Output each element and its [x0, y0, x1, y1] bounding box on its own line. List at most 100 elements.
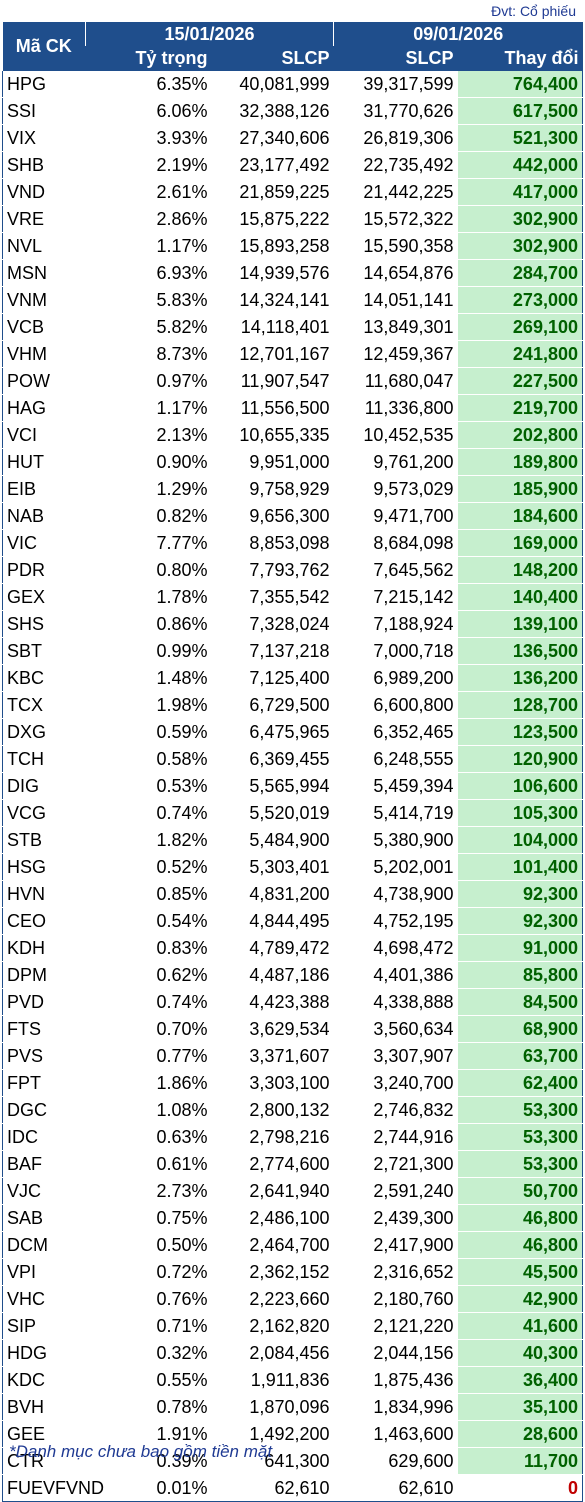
ticker-cell: DGC: [2, 1096, 86, 1124]
table-row: VCB 5.82% 14,118,401 13,849,301 269,100: [2, 313, 583, 341]
ticker-cell: HAG: [2, 394, 86, 422]
weight-cell: 0.70%: [85, 1015, 212, 1043]
change-cell: 0: [457, 1474, 583, 1502]
table-row: SBT 0.99% 7,137,218 7,000,718 136,500: [2, 637, 583, 665]
table-row: HVN 0.85% 4,831,200 4,738,900 92,300: [2, 880, 583, 908]
change-cell: 101,400: [457, 853, 583, 881]
table-row: VPI 0.72% 2,362,152 2,316,652 45,500: [2, 1258, 583, 1286]
table-row: VRE 2.86% 15,875,222 15,572,322 302,900: [2, 205, 583, 233]
weight-cell: 0.55%: [85, 1366, 212, 1394]
weight-cell: 7.77%: [85, 529, 212, 557]
weight-cell: 1.29%: [85, 475, 212, 503]
shares2-cell: 26,819,306: [333, 124, 458, 152]
shares1-cell: 40,081,999: [211, 70, 334, 98]
table-row: VHC 0.76% 2,223,660 2,180,760 42,900: [2, 1285, 583, 1313]
shares2-cell: 3,307,907: [333, 1042, 458, 1070]
shares2-cell: 2,744,916: [333, 1123, 458, 1151]
shares1-cell: 2,641,940: [211, 1177, 334, 1205]
shares2-cell: 2,417,900: [333, 1231, 458, 1259]
shares1-cell: 32,388,126: [211, 97, 334, 125]
change-cell: 139,100: [457, 610, 583, 638]
change-cell: 42,900: [457, 1285, 583, 1313]
table-row: MSN 6.93% 14,939,576 14,654,876 284,700: [2, 259, 583, 287]
weight-cell: 0.86%: [85, 610, 212, 638]
change-cell: 136,500: [457, 637, 583, 665]
shares2-cell: 15,572,322: [333, 205, 458, 233]
change-cell: 617,500: [457, 97, 583, 125]
weight-cell: 0.74%: [85, 799, 212, 827]
shares1-cell: 5,303,401: [211, 853, 334, 881]
change-cell: 169,000: [457, 529, 583, 557]
weight-cell: 1.17%: [85, 394, 212, 422]
weight-cell: 6.06%: [85, 97, 212, 125]
weight-cell: 1.98%: [85, 691, 212, 719]
shares1-cell: 9,656,300: [211, 502, 334, 530]
change-cell: 11,700: [457, 1447, 583, 1475]
weight-cell: 6.93%: [85, 259, 212, 287]
weight-cell: 1.91%: [85, 1420, 212, 1448]
table-row: TCX 1.98% 6,729,500 6,600,800 128,700: [2, 691, 583, 719]
table-row: FPT 1.86% 3,303,100 3,240,700 62,400: [2, 1069, 583, 1097]
change-cell: 269,100: [457, 313, 583, 341]
shares2-cell: 7,188,924: [333, 610, 458, 638]
ticker-cell: NAB: [2, 502, 86, 530]
change-cell: 764,400: [457, 70, 583, 98]
shares1-cell: 2,223,660: [211, 1285, 334, 1313]
shares2-cell: 2,746,832: [333, 1096, 458, 1124]
ticker-cell: GEE: [2, 1420, 86, 1448]
table-row: VCI 2.13% 10,655,335 10,452,535 202,800: [2, 421, 583, 449]
shares2-cell: 1,875,436: [333, 1366, 458, 1394]
table-row: NVL 1.17% 15,893,258 15,590,358 302,900: [2, 232, 583, 260]
change-cell: 136,200: [457, 664, 583, 692]
weight-cell: 0.74%: [85, 988, 212, 1016]
unit-label: Đvt: Cổ phiếu: [491, 3, 576, 19]
shares1-cell: 2,486,100: [211, 1204, 334, 1232]
shares1-cell: 2,800,132: [211, 1096, 334, 1124]
shares1-cell: 7,125,400: [211, 664, 334, 692]
change-cell: 105,300: [457, 799, 583, 827]
shares1-cell: 5,565,994: [211, 772, 334, 800]
change-cell: 46,800: [457, 1231, 583, 1259]
ticker-cell: VIC: [2, 529, 86, 557]
holdings-table: Mã CK 15/01/2026 09/01/2026 Tỷ trọng SLC…: [2, 22, 583, 1502]
table-row: PDR 0.80% 7,793,762 7,645,562 148,200: [2, 556, 583, 584]
weight-cell: 0.50%: [85, 1231, 212, 1259]
ticker-cell: TCH: [2, 745, 86, 773]
table-row: GEE 1.91% 1,492,200 1,463,600 28,600: [2, 1420, 583, 1448]
table-row: VIC 7.77% 8,853,098 8,684,098 169,000: [2, 529, 583, 557]
ticker-header: Mã CK: [2, 22, 86, 71]
table-row: SIP 0.71% 2,162,820 2,121,220 41,600: [2, 1312, 583, 1340]
change-cell: 92,300: [457, 880, 583, 908]
shares1-cell: 15,893,258: [211, 232, 334, 260]
shares2-cell: 7,215,142: [333, 583, 458, 611]
shares1-cell: 2,162,820: [211, 1312, 334, 1340]
ticker-cell: PVS: [2, 1042, 86, 1070]
shares2-cell: 12,459,367: [333, 340, 458, 368]
table-row: VCG 0.74% 5,520,019 5,414,719 105,300: [2, 799, 583, 827]
change-cell: 63,700: [457, 1042, 583, 1070]
shares1-cell: 3,629,534: [211, 1015, 334, 1043]
change-cell: 442,000: [457, 151, 583, 179]
shares1-cell: 9,758,929: [211, 475, 334, 503]
weight-cell: 0.32%: [85, 1339, 212, 1367]
shares1-cell: 6,475,965: [211, 718, 334, 746]
shares1-cell: 1,492,200: [211, 1420, 334, 1448]
table-row: SSI 6.06% 32,388,126 31,770,626 617,500: [2, 97, 583, 125]
ticker-cell: FTS: [2, 1015, 86, 1043]
table-row: HDG 0.32% 2,084,456 2,044,156 40,300: [2, 1339, 583, 1367]
ticker-cell: PDR: [2, 556, 86, 584]
shares1-cell: 2,084,456: [211, 1339, 334, 1367]
ticker-cell: VPI: [2, 1258, 86, 1286]
ticker-cell: SBT: [2, 637, 86, 665]
change-cell: 273,000: [457, 286, 583, 314]
shares2-cell: 4,738,900: [333, 880, 458, 908]
table-row: KDH 0.83% 4,789,472 4,698,472 91,000: [2, 934, 583, 962]
change-cell: 45,500: [457, 1258, 583, 1286]
weight-cell: 5.83%: [85, 286, 212, 314]
shares2-cell: 1,463,600: [333, 1420, 458, 1448]
shares1-cell: 7,328,024: [211, 610, 334, 638]
table-row: SHS 0.86% 7,328,024 7,188,924 139,100: [2, 610, 583, 638]
weight-cell: 8.73%: [85, 340, 212, 368]
shares2-cell: 4,401,386: [333, 961, 458, 989]
ticker-cell: VNM: [2, 286, 86, 314]
